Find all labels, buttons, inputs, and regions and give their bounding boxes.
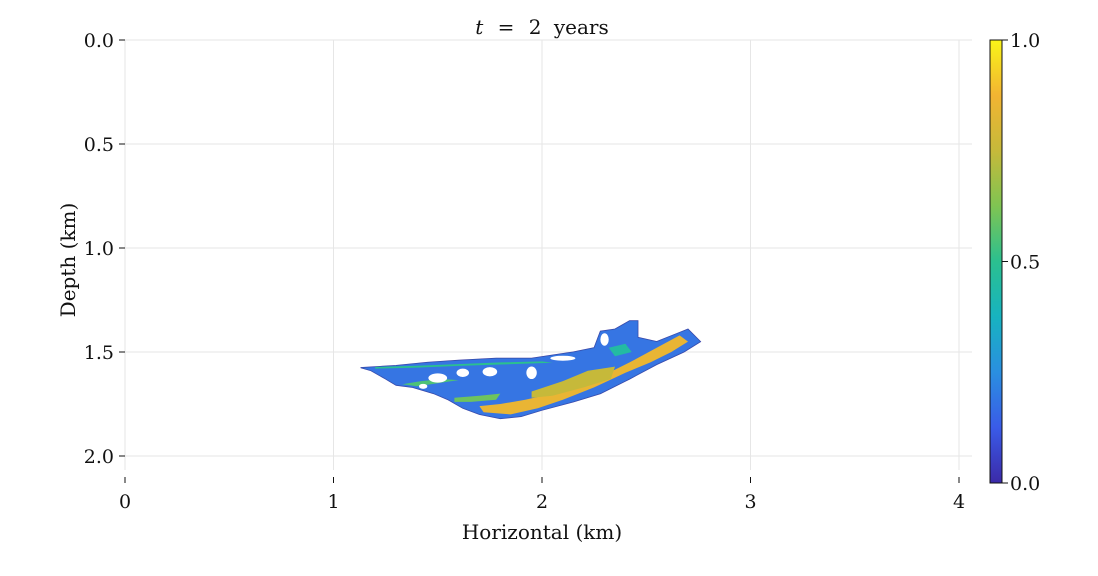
x-tick-label: 1 — [327, 491, 339, 513]
x-axis-label: Horizontal (km) — [462, 520, 622, 544]
plume-heatmap — [360, 320, 702, 420]
plume-band — [375, 361, 553, 369]
plume-band — [479, 335, 688, 415]
plume-band — [608, 343, 632, 357]
title-eq: = — [498, 15, 515, 39]
x-tick-label: 3 — [744, 491, 756, 513]
y-tick-label: 0.5 — [84, 134, 114, 156]
plume-gap — [456, 368, 470, 377]
plume-gap — [526, 366, 537, 380]
x-axis: 0 1 2 3 4 — [119, 477, 965, 513]
colorbar-tick-label: 1.0 — [1010, 30, 1040, 52]
y-axis-label: Depth (km) — [56, 203, 80, 318]
x-tick-label: 0 — [119, 491, 131, 513]
plume-gap — [482, 367, 498, 377]
y-axis: 0.0 0.5 1.0 1.5 2.0 — [84, 30, 125, 468]
y-tick-label: 1.5 — [84, 342, 114, 364]
plume-gap — [550, 355, 576, 361]
y-tick-label: 2.0 — [84, 446, 114, 468]
y-tick-label: 1.0 — [84, 238, 114, 260]
colorbar-gradient — [989, 39, 1003, 484]
plume-gap — [418, 383, 428, 389]
title-unit: years — [553, 15, 609, 39]
plume-band — [454, 393, 501, 402]
title-var: t — [475, 15, 484, 39]
grid-lines — [124, 39, 972, 470]
x-tick-label: 4 — [953, 491, 965, 513]
x-tick-label: 2 — [536, 491, 548, 513]
colorbar-tick-label: 0.5 — [1010, 252, 1040, 274]
plume-gap — [600, 333, 609, 346]
colorbar-tick-label: 0.0 — [1010, 473, 1040, 495]
plume-gap — [428, 373, 448, 383]
chart-title: t = 2 years — [475, 15, 609, 39]
colorbar: 0.0 0.5 1.0 — [989, 30, 1040, 495]
title-value: 2 — [529, 15, 542, 39]
plume-band — [531, 366, 615, 398]
y-tick-label: 0.0 — [84, 30, 114, 52]
